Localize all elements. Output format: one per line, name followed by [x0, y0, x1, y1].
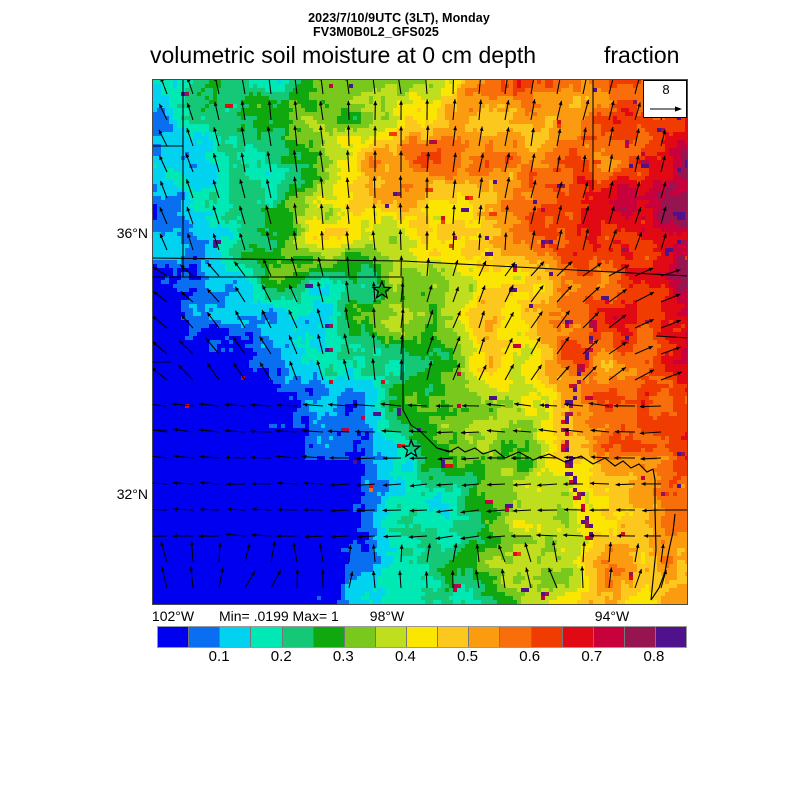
colorbar[interactable] — [157, 626, 687, 648]
colorbar-swatch — [624, 627, 656, 647]
colorbar-swatch — [189, 627, 221, 647]
colorbar-tick-label: 0.3 — [332, 648, 354, 665]
colorbar-swatch — [562, 627, 594, 647]
colorbar-swatch — [531, 627, 563, 647]
colorbar-swatch — [469, 627, 501, 647]
vector-scale-legend: 8 — [643, 80, 687, 118]
colorbar-swatch — [593, 627, 625, 647]
colorbar-swatch — [158, 627, 190, 647]
model-header: FV3M0B0L2_GFS025 — [0, 26, 800, 39]
date-header: 2023/7/10/9UTC (3LT), Monday — [0, 12, 800, 25]
colorbar-swatch — [407, 627, 439, 647]
colorbar-tick-label: 0.2 — [270, 648, 292, 665]
page-title: volumetric soil moisture at 0 cm depth — [150, 42, 537, 68]
min-max-statistics: Min= .0199 Max= 1 — [219, 608, 339, 624]
colorbar-swatch — [656, 627, 687, 647]
model-header-text: FV3M0B0L2_GFS025 — [313, 25, 439, 39]
map-panel[interactable]: 8 — [152, 79, 688, 605]
colorbar-tick-labels: 0.1 0.2 0.3 0.4 0.5 0.6 0.7 0.8 — [157, 648, 685, 668]
colorbar-swatch — [313, 627, 345, 647]
vector-scale-value: 8 — [662, 82, 670, 97]
colorbar-swatch — [438, 627, 470, 647]
y-axis-tick-36n: 36°N — [116, 225, 148, 241]
colorbar-swatch — [220, 627, 252, 647]
colorbar-tick-label: 0.8 — [643, 648, 665, 665]
arrow-right-icon — [650, 106, 682, 112]
date-header-text: 2023/7/10/9UTC (3LT), Monday — [308, 11, 490, 25]
colorbar-swatch — [500, 627, 532, 647]
units-label: fraction — [604, 42, 680, 68]
colorbar-tick-label: 0.1 — [208, 648, 230, 665]
x-axis-tick-102w: 102°W — [151, 608, 195, 624]
colorbar-tick-label: 0.6 — [519, 648, 541, 665]
colorbar-swatch — [251, 627, 283, 647]
colorbar-tick-label: 0.7 — [581, 648, 603, 665]
x-axis-tick-94w: 94°W — [594, 608, 630, 624]
colorbar-tick-label: 0.5 — [457, 648, 479, 665]
x-axis-tick-98w: 98°W — [369, 608, 405, 624]
y-axis-tick-32n: 32°N — [116, 486, 148, 502]
colorbar-swatch — [344, 627, 376, 647]
colorbar-tick-label: 0.4 — [395, 648, 416, 665]
soil-moisture-heatmap — [153, 80, 687, 604]
colorbar-swatch — [282, 627, 314, 647]
colorbar-swatch — [375, 627, 407, 647]
